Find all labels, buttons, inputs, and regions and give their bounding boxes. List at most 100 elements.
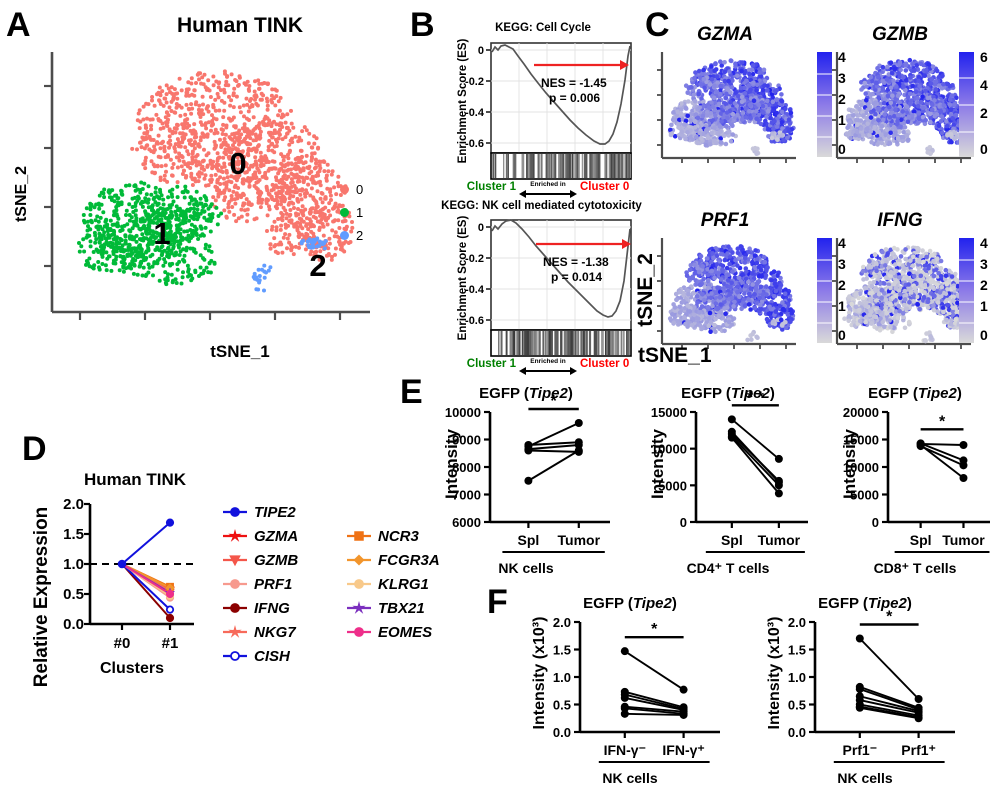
panel-f-plot-1-group-label: NK cells <box>765 770 965 786</box>
svg-text:NES = -1.45: NES = -1.45 <box>541 76 607 90</box>
panel-b-plot-1-title: KEGG: NK cell mediated cytotoxicity <box>424 200 659 212</box>
panel-d-title: Human TINK <box>40 470 230 490</box>
panel-d-legend-item-prf1[interactable]: PRF1 <box>222 572 342 596</box>
panel-b-plot-0: 0-0.2 -0.4-0.6 NES = -1.45 p = 0.006 <box>448 38 648 188</box>
svg-text:-0.4: -0.4 <box>465 107 485 119</box>
panel-d-line-chart: 2.01.5 1.00.5 0.0 #0#1 <box>52 496 212 656</box>
x-tick-label: Spl <box>518 532 540 548</box>
legend-marker-icon <box>222 648 248 664</box>
panel-c-map-0-gene: GZMA <box>645 24 805 46</box>
panel-b-plot-1-right-label: Cluster 0 <box>580 358 629 370</box>
panel-b-plot-1: 0-0.2 -0.4-0.6 NES = -1.38 p = 0.014 <box>448 215 648 365</box>
legend-marker-icon <box>222 552 248 568</box>
legend-item-cluster-1[interactable]: 1 <box>340 201 363 224</box>
x-tick-label: IFN-γ⁺ <box>662 742 704 758</box>
panel-b-plot-1-xaxis-row: Cluster 1 Enriched in Cluster 0 <box>448 355 648 373</box>
panel-d-legend-label: FCGR3A <box>378 552 440 569</box>
panel-d-legend-label: GZMA <box>254 528 298 545</box>
title-prefix: EGFP ( <box>868 385 918 402</box>
title-prefix: EGFP ( <box>479 385 529 402</box>
panel-f-plot-0-title: EGFP (Tipe2) <box>530 595 730 612</box>
panel-e-plot-2-ylabel: Intensity <box>840 406 860 522</box>
panel-d-legend-item-gzma[interactable]: GZMA <box>222 524 342 548</box>
panel-b-plot-1-left-label: Cluster 1 <box>467 358 516 370</box>
arrow-caption: Enriched in <box>519 358 577 365</box>
panel-a-ylabel: tSNE_2 <box>13 154 31 234</box>
panel-f-plot-0-group-label: NK cells <box>530 770 730 786</box>
panel-d-legend-label: TIPE2 <box>254 504 296 521</box>
panel-d-legend-label: TBX21 <box>378 600 425 617</box>
panel-d-legend-label: PRF1 <box>254 576 292 593</box>
panel-d-legend-item-tipe2[interactable]: TIPE2 <box>222 500 342 524</box>
panel-d-legend-item-nkg7[interactable]: NKG7 <box>222 620 342 644</box>
panel-c-colorbar-gzmb: 64 20 <box>957 50 1003 162</box>
legend-swatch-icon <box>340 185 349 194</box>
panel-e-plot-2-title: EGFP (Tipe2) <box>830 385 1000 402</box>
legend-marker-icon <box>346 552 372 568</box>
panel-d-legend-item-tbx21[interactable]: TBX21 <box>346 596 466 620</box>
legend-marker-icon <box>222 600 248 616</box>
panel-d-legend-label: KLRG1 <box>378 576 429 593</box>
title-suffix: ) <box>672 595 677 612</box>
panel-e-plot-0-title: EGFP (Tipe2) <box>432 385 620 402</box>
legend-marker-icon <box>346 624 372 640</box>
arrow-caption: Enriched in <box>519 181 577 188</box>
legend-label: 0 <box>356 182 363 197</box>
panel-c-xlabel: tSNE_1 <box>638 344 758 368</box>
panel-a-letter: A <box>6 8 31 42</box>
panel-c-colorbar-ifng: 432 10 <box>957 236 1003 348</box>
legend-item-cluster-0[interactable]: 0 <box>340 178 363 201</box>
legend-item-cluster-2[interactable]: 2 <box>340 224 363 247</box>
panel-b-plot-0-right-label: Cluster 0 <box>580 181 629 193</box>
panel-d-legend-label: NKG7 <box>254 624 296 641</box>
legend-swatch-icon <box>340 208 349 217</box>
panel-e-plot-2-group-label: CD8⁺ T cells <box>830 560 1000 577</box>
panel-d-legend-label: IFNG <box>254 600 290 617</box>
panel-d-legend-item-gzmb[interactable]: GZMB <box>222 548 342 572</box>
panel-d-legend-item-ifng[interactable]: IFNG <box>222 596 342 620</box>
panel-d-legend-item-eomes[interactable]: EOMES <box>346 620 466 644</box>
legend-swatch-icon <box>340 231 349 240</box>
svg-text:0: 0 <box>478 222 484 234</box>
panel-c-map-3-gene: IFNG <box>820 210 980 232</box>
panel-c-feature-map-gzma <box>648 48 808 183</box>
panel-b-plot-0-left-label: Cluster 1 <box>467 181 516 193</box>
title-prefix: EGFP ( <box>818 595 868 612</box>
panel-c-ylabel: tSNE_2 <box>634 245 658 335</box>
panel-c-map-1-gene: GZMB <box>820 24 980 46</box>
x-tick-label: Spl <box>910 532 932 548</box>
panel-b-letter: B <box>410 8 435 42</box>
panel-e-plot-1-ylabel: Intensity <box>648 406 668 522</box>
svg-text:p = 0.006: p = 0.006 <box>549 91 600 105</box>
x-tick-label: Prf1⁺ <box>901 742 936 758</box>
legend-label: 2 <box>356 228 363 243</box>
panel-d-legend-label: CISH <box>254 648 290 665</box>
svg-text:0: 0 <box>229 146 246 181</box>
title-gene: Tipe2 <box>633 595 672 612</box>
enriched-in-arrow-icon: Enriched in <box>519 355 577 373</box>
panel-c-map-2-gene: PRF1 <box>645 210 805 232</box>
panel-f-letter: F <box>487 585 508 619</box>
x-tick-label: Tumor <box>558 532 601 548</box>
title-prefix: EGFP ( <box>583 595 633 612</box>
legend-marker-icon <box>346 528 372 544</box>
x-tick-label: Spl <box>721 532 743 548</box>
svg-text:NES = -1.38: NES = -1.38 <box>543 255 609 269</box>
legend-label: 1 <box>356 205 363 220</box>
panel-e-plot-0-ylabel: Intensity <box>442 406 462 522</box>
x-tick-label: Tumor <box>758 532 801 548</box>
svg-text:-0.6: -0.6 <box>465 138 484 150</box>
svg-text:p = 0.014: p = 0.014 <box>551 270 602 284</box>
legend-marker-icon <box>222 528 248 544</box>
panel-b-plot-0-xaxis-row: Cluster 1 Enriched in Cluster 0 <box>448 178 648 196</box>
title-gene: Tipe2 <box>918 385 957 402</box>
panel-e-plot-0-group-label: NK cells <box>432 560 620 576</box>
panel-f-plot-1-title: EGFP (Tipe2) <box>765 595 965 612</box>
legend-marker-icon <box>346 600 372 616</box>
panel-d-legend-item-cish[interactable]: CISH <box>222 644 342 668</box>
svg-text:1: 1 <box>153 216 170 251</box>
title-suffix: ) <box>770 385 775 402</box>
